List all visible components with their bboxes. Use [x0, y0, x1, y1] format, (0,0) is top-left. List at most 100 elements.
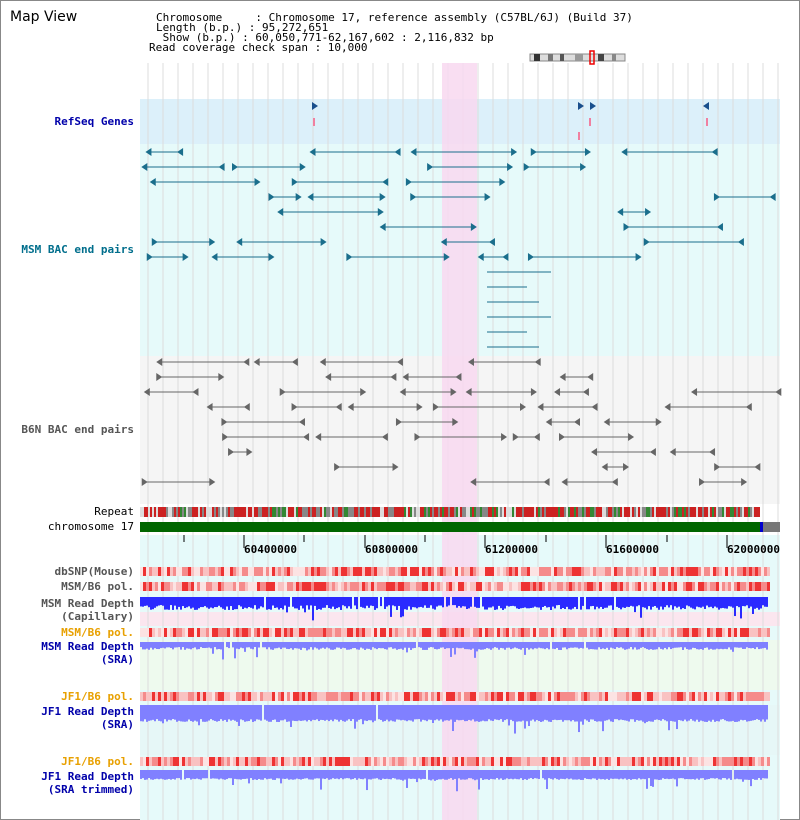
track-label-jf1-depth-sra[interactable]: JF1 Read Depth [41, 705, 134, 718]
jf1-trimmed-depth-bar [430, 770, 432, 781]
track-label-msm-pol-2[interactable]: MSM/B6 pol. [61, 626, 134, 639]
jf1-sra-depth-bar [150, 705, 152, 721]
msm-capillary-depth-bar [714, 597, 716, 607]
msm-capillary-depth-bar [326, 597, 328, 606]
dbsnp-cell [764, 567, 767, 576]
msm-capillary-depth-bar [362, 597, 364, 608]
track-label-refseq[interactable]: RefSeq Genes [54, 115, 134, 128]
jf1-sra-depth-bar [142, 705, 144, 722]
msm-pol2-cell [320, 628, 323, 637]
repeat-cell [494, 507, 496, 517]
dbsnp-cell [380, 567, 383, 576]
msm-sra-depth-bar [582, 642, 584, 649]
msm-pol2-cell [647, 628, 650, 637]
msm-pol1-cell [278, 582, 281, 591]
repeat-cell [396, 507, 398, 517]
track-label-msm-bac[interactable]: MSM BAC end pairs [21, 243, 134, 256]
jf1-pol2-cell [437, 757, 440, 766]
jf1-sra-depth-bar [542, 705, 544, 722]
jf1-sra-depth-bar [316, 705, 318, 720]
msm-pol2-cell [578, 628, 581, 637]
dbsnp-cell [419, 567, 422, 576]
msm-capillary-depth-bar [184, 597, 186, 609]
msm-pol1-cell [707, 582, 710, 591]
msm-pol2-cell [233, 628, 236, 637]
msm-pol1-cell [554, 582, 557, 591]
msm-capillary-depth-bar [178, 597, 180, 607]
jf1-trimmed-depth-bar [624, 770, 626, 779]
jf1-pol2-cell [464, 757, 467, 766]
msm-pol1-cell [758, 582, 761, 591]
repeat-cell [674, 507, 676, 517]
jf1-sra-depth-bar [278, 705, 280, 722]
track-label-msm-depth-capillary[interactable]: MSM Read Depth [41, 597, 134, 610]
dbsnp-cell [224, 567, 227, 576]
msm-bac-end [209, 238, 216, 246]
dbsnp-cell [293, 567, 296, 576]
track-label-b6n-bac[interactable]: B6N BAC end pairs [21, 423, 134, 436]
track-label-jf1-pol-1[interactable]: JF1/B6 pol. [61, 690, 134, 703]
msm-capillary-depth-bar [454, 597, 456, 606]
jf1-trimmed-depth-bar [604, 770, 606, 780]
msm-sra-depth-bar [382, 642, 384, 649]
repeat-cell [696, 507, 698, 517]
msm-sra-depth-bar [402, 642, 404, 650]
jf1-sra-depth-bar [570, 705, 572, 722]
repeat-cell [308, 507, 310, 517]
jf1-trimmed-depth-bar [704, 770, 706, 780]
track-label-msm-pol-1[interactable]: MSM/B6 pol. [61, 580, 134, 593]
msm-pol2-cell [527, 628, 530, 637]
track-label-dbsnp[interactable]: dbSNP(Mouse) [54, 565, 134, 578]
msm-pol1-cell [401, 582, 404, 591]
jf1-trimmed-depth-bar [322, 770, 324, 779]
jf1-pol1-cell [422, 692, 425, 701]
jf1-sra-depth-bar [144, 705, 146, 720]
jf1-sra-depth-bar [738, 705, 740, 722]
jf1-sra-depth-bar [604, 705, 606, 721]
ideogram-band [612, 54, 616, 61]
jf1-sra-depth-bar [632, 705, 634, 720]
jf1-sra-depth-bar [490, 705, 492, 721]
jf1-pol1-cell [563, 692, 566, 701]
jf1-pol1-cell [200, 692, 203, 701]
msm-capillary-depth-bar [476, 597, 478, 608]
repeat-cell [192, 507, 194, 517]
jf1-trimmed-depth-bar [242, 770, 244, 779]
msm-capillary-depth-bar [660, 597, 662, 607]
dbsnp-cell [434, 567, 437, 576]
jf1-pol2-cell [170, 757, 173, 766]
jf1-trimmed-depth-bar [196, 770, 198, 779]
jf1-sra-depth-bar [670, 705, 672, 721]
repeat-cell [226, 507, 228, 517]
repeat-cell [330, 507, 332, 517]
b6n-bac-end [611, 478, 618, 486]
jf1-pol1-cell [458, 692, 461, 701]
msm-bac-end [488, 238, 495, 246]
b6n-bac-end [360, 388, 367, 396]
repeat-cell [220, 507, 222, 517]
repeat-cell [454, 507, 456, 517]
repeat-cell [300, 507, 302, 517]
jf1-sra-depth-bar [310, 705, 312, 722]
jf1-pol2-cell [590, 757, 593, 766]
jf1-trimmed-depth-bar [440, 770, 442, 780]
dbsnp-cell [572, 567, 575, 576]
b6n-bac-end [291, 403, 298, 411]
jf1-sra-depth-bar [484, 705, 486, 722]
jf1-sra-depth-bar [388, 705, 390, 722]
track-label-jf1-pol-2[interactable]: JF1/B6 pol. [61, 755, 134, 768]
jf1-pol2-cell [524, 757, 527, 766]
msm-capillary-depth-bar [196, 597, 198, 610]
track-label-jf1-depth-trimmed[interactable]: JF1 Read Depth [41, 770, 134, 783]
msm-sra-depth-bar [472, 642, 474, 649]
jf1-pol2-cell [428, 757, 431, 766]
repeat-cell [614, 507, 616, 517]
msm-capillary-depth-bar [518, 597, 520, 609]
jf1-pol1-cell [257, 692, 260, 701]
jf1-pol2-cell [440, 757, 443, 766]
track-label-msm-depth-sra[interactable]: MSM Read Depth [41, 640, 134, 653]
msm-pol2-cell [719, 628, 722, 637]
msm-sra-depth-bar [690, 642, 692, 650]
repeat-cell [628, 507, 630, 517]
